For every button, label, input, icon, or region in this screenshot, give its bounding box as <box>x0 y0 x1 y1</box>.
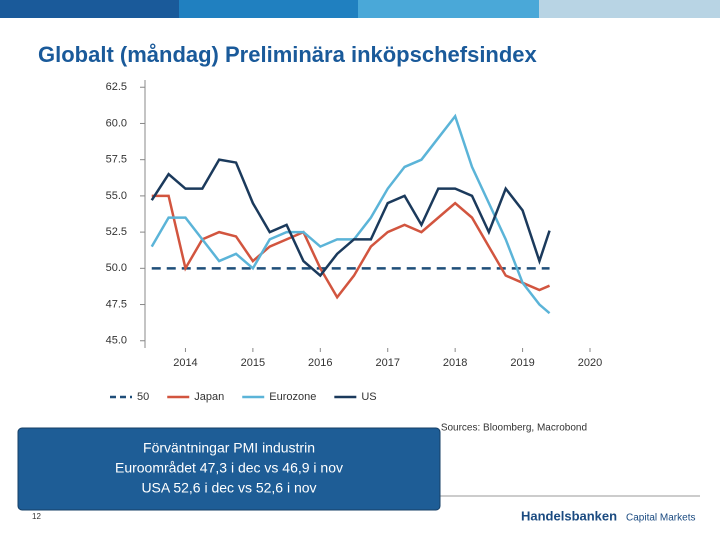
y-tick-label: 52.5 <box>106 226 127 238</box>
y-tick-label: 50.0 <box>106 262 127 274</box>
x-tick-label: 2017 <box>375 357 399 369</box>
legend-label: 50 <box>137 391 149 403</box>
x-tick-label: 2019 <box>510 357 534 369</box>
top-band <box>179 0 358 18</box>
text-box <box>17 427 441 511</box>
y-tick-label: 62.5 <box>106 81 127 93</box>
top-band <box>0 0 179 18</box>
text-line: Euroområdet 47,3 i dec vs 46,9 i nov <box>115 460 343 476</box>
y-tick-label: 55.0 <box>106 190 127 202</box>
y-tick-label: 57.5 <box>106 154 127 166</box>
x-tick-label: 2014 <box>173 357 197 369</box>
text-line: USA 52,6 i dec vs 52,6 i nov <box>141 480 316 496</box>
slide-title: Globalt (måndag) Preliminära inköpschefs… <box>38 42 538 67</box>
y-tick-label: 45.0 <box>106 335 127 347</box>
x-tick-label: 2015 <box>241 357 265 369</box>
x-tick-label: 2020 <box>578 357 602 369</box>
legend-label: Japan <box>194 391 224 403</box>
page-number: 12 <box>32 512 41 521</box>
legend-label: Eurozone <box>269 391 316 403</box>
y-tick-label: 60.0 <box>106 117 127 129</box>
series-line <box>151 194 551 300</box>
series-line <box>150 113 551 315</box>
series-line <box>150 158 551 278</box>
y-tick-label: 47.5 <box>106 298 127 310</box>
x-tick-label: 2016 <box>308 357 332 369</box>
top-band <box>358 0 539 18</box>
legend-label: US <box>361 391 376 403</box>
top-band <box>539 0 720 18</box>
source: Sources: Bloomberg, Macrobond <box>441 423 587 434</box>
logo-sub: Capital Markets <box>626 513 695 524</box>
logo: Handelsbanken <box>521 508 617 523</box>
text-line: Förväntningar PMI industrin <box>143 440 315 456</box>
x-tick-label: 2018 <box>443 357 467 369</box>
